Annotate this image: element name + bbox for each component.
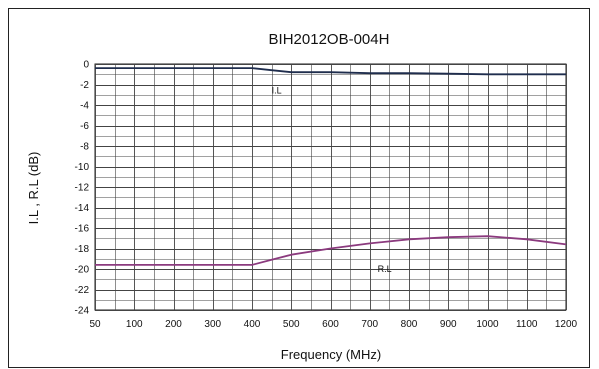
x-tick-label: 700 [361, 319, 378, 330]
grid [94, 63, 567, 311]
series-label-il: I.L [272, 86, 282, 96]
y-tick-label: -8 [80, 142, 89, 153]
series-label-rl: R.L [378, 264, 392, 274]
x-axis-label: Frequency (MHz) [281, 347, 381, 362]
plot-area [94, 63, 567, 311]
x-tick-label: 300 [204, 319, 221, 330]
y-tick-label: -12 [75, 183, 90, 194]
y-tick-label: -14 [75, 203, 90, 214]
series-line-il [95, 67, 566, 76]
series-lines [95, 67, 567, 266]
y-tick-label: -16 [75, 224, 90, 235]
x-tick-labels: 50 100 200 300 400 500 600 700 800 900 1000 1100 120… [89, 319, 577, 330]
x-tick-label: 100 [126, 319, 143, 330]
x-tick-label: 600 [322, 319, 339, 330]
x-tick-label: 900 [440, 319, 457, 330]
y-tick-label: -22 [75, 285, 90, 296]
x-tick-label: 1000 [476, 319, 499, 330]
x-tick-label: 800 [401, 319, 418, 330]
x-tick-label: 1200 [555, 319, 578, 330]
y-tick-label: -20 [75, 265, 90, 276]
y-tick-label: 0 [83, 60, 89, 71]
series-labels: I.L R.L [272, 86, 392, 274]
y-tick-label: -24 [75, 306, 90, 317]
y-tick-label: -4 [80, 101, 89, 112]
y-tick-labels: 0 -2 -4 -6 -8 -10 -12 -14 -16 -18 -20 -22 -24 [75, 60, 90, 317]
series-line-rl [95, 235, 567, 266]
y-tick-label: -18 [75, 244, 90, 255]
chart-title: BIH2012OB-004H [269, 31, 390, 48]
y-axis-label: I.L , R.L (dB) [26, 152, 41, 225]
y-tick-label: -10 [75, 162, 90, 173]
y-tick-label: -6 [80, 121, 89, 132]
y-tick-label: -2 [80, 80, 89, 91]
x-tick-label: 1100 [516, 319, 538, 330]
x-tick-label: 200 [165, 319, 182, 330]
x-tick-label: 50 [89, 319, 101, 330]
x-tick-label: 500 [283, 319, 300, 330]
x-tick-label: 400 [244, 319, 261, 330]
